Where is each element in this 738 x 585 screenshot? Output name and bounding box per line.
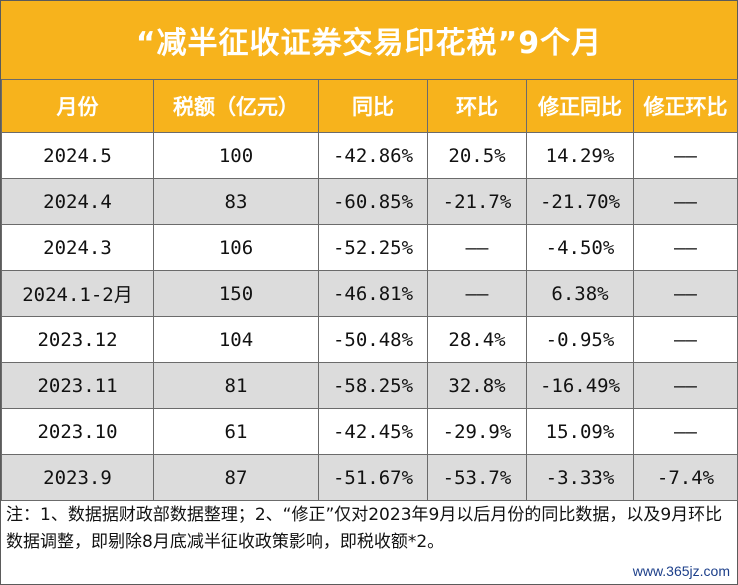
table-row: 2024.5 100 -42.86% 20.5% 14.29% —— (1, 132, 738, 179)
cell-adjusted-mom: —— (633, 316, 738, 363)
cell-adjusted-yoy: 14.29% (526, 132, 634, 179)
cell-mom: —— (427, 270, 527, 317)
cell-adjusted-yoy: -21.70% (526, 178, 634, 225)
cell-mom: -21.7% (427, 178, 527, 225)
header-adjusted-yoy: 修正同比 (526, 79, 634, 133)
cell-adjusted-mom: —— (633, 408, 738, 455)
cell-adjusted-yoy: -0.95% (526, 316, 634, 363)
header-adjusted-mom: 修正环比 (633, 79, 738, 133)
cell-yoy: -42.45% (318, 408, 428, 455)
cell-adjusted-mom: -7.4% (633, 454, 738, 501)
cell-mom: 28.4% (427, 316, 527, 363)
cell-yoy: -51.67% (318, 454, 428, 501)
source-watermark: www.365jz.com (632, 563, 730, 579)
cell-yoy: -52.25% (318, 224, 428, 271)
table-row: 2024.3 106 -52.25% —— -4.50% —— (1, 224, 738, 271)
cell-mom: 32.8% (427, 362, 527, 409)
cell-yoy: -50.48% (318, 316, 428, 363)
header-month: 月份 (1, 79, 154, 133)
cell-adjusted-mom: —— (633, 224, 738, 271)
cell-month: 2024.4 (1, 178, 154, 225)
cell-month: 2023.9 (1, 454, 154, 501)
cell-adjusted-mom: —— (633, 178, 738, 225)
cell-month: 2023.11 (1, 362, 154, 409)
cell-tax-amount: 61 (153, 408, 319, 455)
cell-month: 2023.12 (1, 316, 154, 363)
cell-month: 2024.5 (1, 132, 154, 179)
cell-month: 2024.1-2月 (1, 270, 154, 317)
cell-tax-amount: 106 (153, 224, 319, 271)
cell-mom: -29.9% (427, 408, 527, 455)
cell-tax-amount: 104 (153, 316, 319, 363)
table-row: 2023.11 81 -58.25% 32.8% -16.49% —— (1, 362, 738, 409)
cell-month: 2024.3 (1, 224, 154, 271)
cell-tax-amount: 83 (153, 178, 319, 225)
cell-tax-amount: 81 (153, 362, 319, 409)
table-title: “减半征收证券交易印花税”9个月 (135, 26, 603, 61)
table-header-row: 月份 税额（亿元） 同比 环比 修正同比 修正环比 (1, 79, 738, 133)
cell-mom: -53.7% (427, 454, 527, 501)
cell-adjusted-mom: —— (633, 270, 738, 317)
cell-mom: —— (427, 224, 527, 271)
footnote: 注：1、数据据财政部数据整理；2、“修正”仅对2023年9月以后月份的同比数据，… (6, 505, 723, 552)
cell-tax-amount: 100 (153, 132, 319, 179)
table-title-bar: “减半征收证券交易印花税”9个月 (1, 1, 737, 79)
cell-adjusted-yoy: -3.33% (526, 454, 634, 501)
cell-tax-amount: 87 (153, 454, 319, 501)
header-tax-amount: 税额（亿元） (153, 79, 319, 133)
cell-adjusted-yoy: -4.50% (526, 224, 634, 271)
cell-yoy: -46.81% (318, 270, 428, 317)
table-row: 2024.1-2月 150 -46.81% —— 6.38% —— (1, 270, 738, 317)
cell-adjusted-yoy: 15.09% (526, 408, 634, 455)
header-yoy: 同比 (318, 79, 428, 133)
cell-adjusted-mom: —— (633, 362, 738, 409)
table-row: 2024.4 83 -60.85% -21.7% -21.70% —— (1, 178, 738, 225)
tax-table: 月份 税额（亿元） 同比 环比 修正同比 修正环比 2024.5 100 -42.8… (1, 79, 738, 501)
cell-adjusted-yoy: -16.49% (526, 362, 634, 409)
cell-yoy: -42.86% (318, 132, 428, 179)
cell-tax-amount: 150 (153, 270, 319, 317)
table-row: 2023.9 87 -51.67% -53.7% -3.33% -7.4% (1, 454, 738, 501)
cell-adjusted-yoy: 6.38% (526, 270, 634, 317)
header-mom: 环比 (427, 79, 527, 133)
cell-yoy: -58.25% (318, 362, 428, 409)
cell-mom: 20.5% (427, 132, 527, 179)
cell-adjusted-mom: —— (633, 132, 738, 179)
table-row: 2023.12 104 -50.48% 28.4% -0.95% —— (1, 316, 738, 363)
cell-yoy: -60.85% (318, 178, 428, 225)
table-row: 2023.10 61 -42.45% -29.9% 15.09% —— (1, 408, 738, 455)
cell-month: 2023.10 (1, 408, 154, 455)
